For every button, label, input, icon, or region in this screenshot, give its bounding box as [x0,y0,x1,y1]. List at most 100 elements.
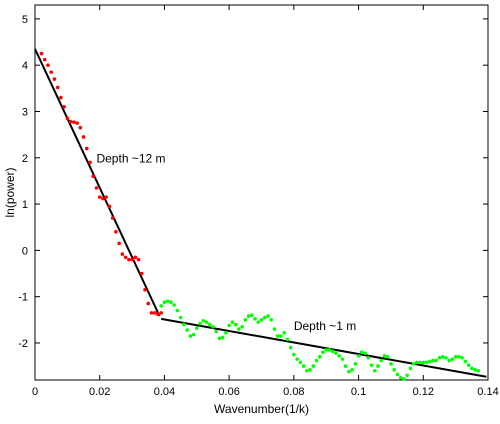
green-data-point [172,303,176,307]
green-data-point [159,304,163,308]
red-data-point [97,195,102,199]
green-data-point [272,327,277,331]
green-data-point [317,355,322,359]
y-tick-label: 2 [22,153,28,165]
green-data-point [389,361,393,366]
green-data-point [415,360,419,365]
red-data-point [65,116,70,121]
green-data-point [411,361,416,366]
green-data-point [337,354,341,358]
red-data-point [146,301,151,306]
green-data-point [421,360,426,365]
green-data-point [450,357,455,361]
green-data-point [470,366,474,371]
green-data-point [330,349,335,354]
green-data-point [253,317,257,321]
green-data-point [165,299,170,304]
green-data-point [427,359,432,364]
green-data-point [382,354,387,358]
red-data-point [139,271,144,276]
green-data-point [259,318,264,322]
x-tick-label: 0.04 [154,386,175,398]
green-data-point [288,345,293,350]
red-data-point [94,186,99,190]
green-data-point [298,360,303,365]
green-data-point [408,366,413,371]
fit-line-shallow [161,317,487,378]
green-data-point [476,368,481,373]
green-data-point [463,359,468,364]
green-data-point [444,355,448,360]
x-tick-label: 0.12 [413,386,434,398]
green-data-point [466,363,471,367]
annotation-depth-12m: Depth ~12 m [96,151,165,165]
green-data-point [437,355,442,360]
red-data-point [59,95,63,100]
green-data-point [460,355,464,360]
x-tick-label: 0.06 [218,386,239,398]
green-data-point [198,321,202,326]
green-data-point [434,358,439,363]
green-data-point [292,352,296,357]
red-data-point [152,311,157,315]
green-data-point [418,360,422,365]
green-data-point [324,348,329,352]
red-data-point [127,257,131,262]
green-data-point [262,315,267,320]
red-data-point [49,70,53,74]
axis-ticks: 0 0.02 0.04 0.06 0.08 0.1 0.12 0.14 -2 -1 0 1 2 3 4 5 [18,5,499,398]
green-data-point [224,330,228,335]
green-data-point [301,364,306,368]
green-data-point [314,358,319,363]
green-data-point [372,368,377,373]
green-data-point [204,320,209,324]
red-data-point [46,63,50,67]
green-data-point [266,314,270,318]
data-points [39,51,481,381]
red-data-point [143,287,147,292]
green-data-point [353,361,358,366]
red-data-point [55,85,60,90]
green-data-point [356,354,361,358]
green-data-point [240,324,244,329]
y-tick-label: 3 [22,106,28,118]
red-data-point [120,252,125,256]
fit-line-deep [34,48,161,317]
green-data-point [343,364,348,368]
green-data-point [275,334,280,338]
green-data-point [282,330,286,335]
x-tick-label: 0.14 [477,386,498,398]
red-data-point [123,255,128,260]
green-data-point [227,323,231,328]
green-data-point [182,322,186,327]
green-data-point [249,313,254,317]
green-data-point [440,355,445,359]
red-data-point [91,174,96,179]
green-data-point [431,358,435,363]
y-tick-label: -2 [18,338,28,350]
green-data-point [246,314,251,318]
annotation-depth-1m: Depth ~1 m [294,319,356,333]
green-data-point [256,320,261,324]
green-data-point [201,318,206,323]
green-data-point [340,357,345,361]
red-data-point [88,160,92,165]
y-tick-label: 1 [22,199,28,211]
red-data-point [52,77,57,81]
green-data-point [230,320,235,324]
green-data-point [188,334,193,338]
green-data-point [385,355,390,359]
green-data-point [269,318,274,322]
green-data-point [279,334,283,338]
green-data-point [185,328,189,332]
green-data-point [347,369,351,374]
x-tick-label: 0.02 [89,386,110,398]
green-data-point [376,364,380,368]
green-data-point [398,375,403,380]
red-data-point [78,125,83,130]
red-data-point [110,216,115,220]
red-data-point [114,230,118,234]
green-data-point [214,329,218,334]
green-data-point [392,368,396,372]
